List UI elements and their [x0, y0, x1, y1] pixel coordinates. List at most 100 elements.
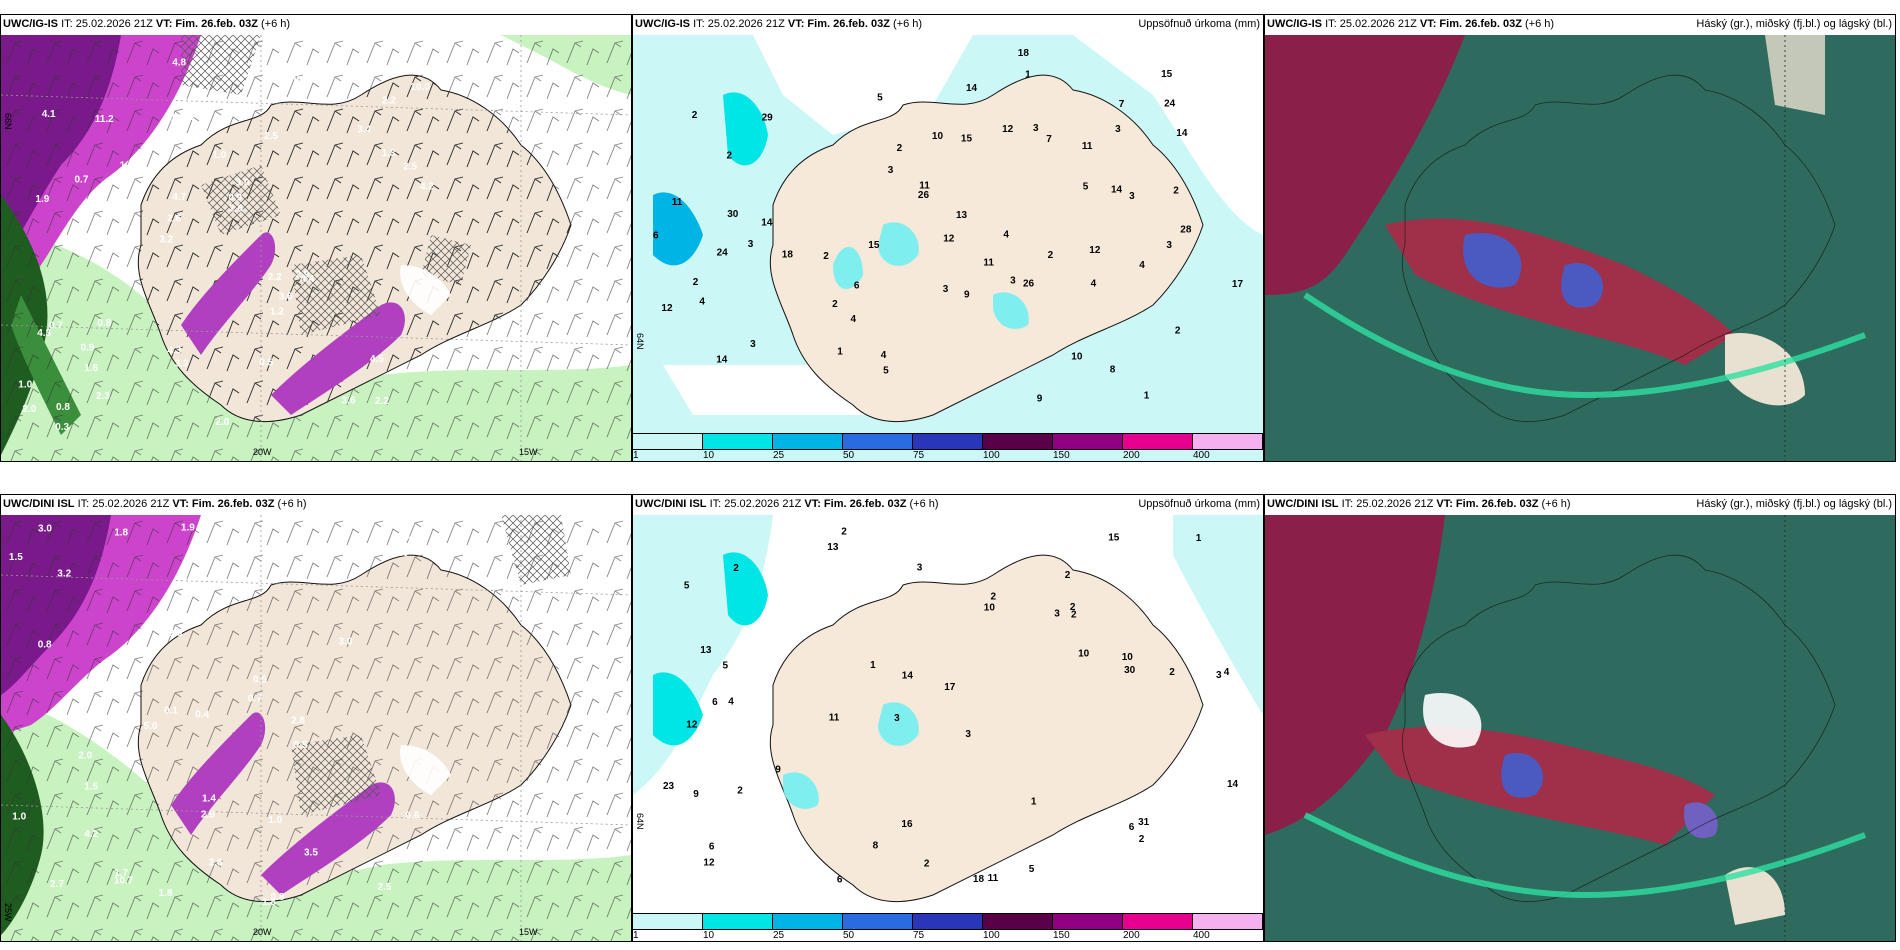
colorbar-cells [633, 913, 1263, 930]
value-label: 2.9 [295, 269, 309, 280]
axis-label-64n: 64N [635, 333, 645, 350]
value-label: 3 [1166, 240, 1172, 251]
value-label: 2 [1139, 834, 1145, 845]
precip-band [181, 232, 276, 355]
init-time: IT: 25.02.2026 21Z [1341, 498, 1434, 510]
hatched-area [291, 255, 381, 335]
value-label: 1.5 [9, 552, 23, 563]
value-label: 2.9 [201, 810, 215, 821]
hatched-area [501, 515, 571, 585]
colorbar-tick-label: 50 [843, 450, 855, 461]
value-label: 9 [964, 290, 970, 301]
low-cloud [1725, 867, 1785, 925]
value-label: 0.7 [49, 320, 63, 331]
value-label: 0.7 [131, 158, 145, 169]
value-label: 2 [692, 110, 698, 121]
low-cloud [1765, 35, 1825, 115]
init-time: IT: 25.02.2026 21Z [61, 18, 153, 30]
colorbar-tick-label: 10 [702, 450, 715, 461]
value-label: 2.6 [167, 214, 181, 225]
panel-igis-wind[interactable]: UWC/IG-IS IT: 25.02.2026 21Z VT: Fim. 26… [0, 14, 632, 462]
colorbar-tick-label: 1 [633, 930, 639, 941]
axis-label-15w: 15W [519, 927, 538, 937]
value-label: 0.4 [195, 709, 209, 720]
value-label: 1 [1144, 391, 1150, 402]
precip-patch [783, 772, 819, 809]
value-label: 9 [775, 764, 781, 775]
init-time: IT: 25.02.2026 21Z [1325, 18, 1417, 30]
value-label: 2 [1071, 610, 1077, 621]
panel-title: UWC/IG-IS IT: 25.02.2026 21Z VT: Fim. 26… [635, 18, 922, 30]
lead-time: (+6 h) [1541, 498, 1571, 510]
value-label: 5 [723, 661, 729, 672]
colorbar-tick-label: 50 [843, 930, 855, 941]
value-label: 0.8 [97, 318, 111, 329]
graticule [1, 574, 631, 826]
value-label: 9 [693, 789, 699, 800]
colorbar-tick-label: 75 [912, 450, 925, 461]
precip-area [1173, 515, 1263, 715]
value-label: 14 [1227, 779, 1239, 790]
value-label: 0.1 [164, 705, 178, 716]
value-label: 13 [700, 645, 712, 656]
value-label: 1.7 [114, 868, 128, 879]
colorbar-cell [913, 914, 983, 929]
colorbar-cell [913, 434, 983, 449]
hatched-area [201, 165, 281, 235]
wind-value-labels: 2.2 1.9 2.2 3.2 2.5 0.8 1.1 1.0 0.7 0.7 1.0 1.6 3.4 3… [18, 58, 434, 434]
value-label: 8 [1110, 364, 1116, 375]
precip-patch [878, 222, 919, 266]
value-label: 5 [684, 580, 690, 591]
valid-time: VT: Fim. 26.feb. 03Z [787, 18, 890, 30]
value-label: 1.0 [18, 379, 32, 390]
panel-dini-precip[interactable]: UWC/DINI ISL IT: 25.02.2026 21Z VT: Fim.… [632, 494, 1264, 942]
value-label: 1.9 [35, 194, 49, 205]
colorbar-tick-label: 100 [983, 450, 1000, 461]
model-name: UWC/IG-IS [3, 18, 58, 30]
white-area [400, 265, 451, 315]
value-label: 3.0 [38, 524, 52, 535]
value-label: 11 [919, 180, 930, 191]
value-label: 0.5 [294, 740, 308, 751]
panel-dini-clouds[interactable]: UWC/DINI ISL IT: 25.02.2026 21Z VT: Fim.… [1264, 494, 1896, 942]
value-label: 0.6 [294, 74, 308, 85]
value-label: 6 [712, 697, 718, 708]
panel-igis-clouds[interactable]: UWC/IG-IS IT: 25.02.2026 21Z VT: Fim. 26… [1264, 14, 1896, 462]
value-label: 11 [829, 713, 840, 724]
colorbar-cell [1193, 434, 1263, 449]
value-label: 3.6 [279, 291, 293, 302]
value-label: 4 [851, 314, 857, 325]
value-label: 3 [748, 239, 754, 250]
panel-dini-wind[interactable]: UWC/DINI ISL IT: 25.02.2026 21Z VT: Fim.… [0, 494, 632, 942]
value-label: 3.5 [304, 848, 318, 859]
value-label: 14 [902, 671, 914, 682]
value-label: 11 [1082, 141, 1093, 152]
value-label: 10.7 [114, 875, 134, 886]
valid-time: VT: Fim. 26.feb. 03Z [1419, 18, 1522, 30]
value-label: 2 [1173, 186, 1179, 197]
value-label: 3 [965, 729, 971, 740]
value-label: 24 [1164, 99, 1176, 110]
value-label: 10.0 [410, 82, 430, 93]
colorbar-cell [1193, 914, 1263, 929]
lead-time: (+6 h) [261, 18, 291, 30]
value-label: 1.1 [170, 112, 184, 123]
panel-igis-precip[interactable]: UWC/IG-IS IT: 25.02.2026 21Z VT: Fim. 26… [632, 14, 1264, 462]
cloud-map [1265, 35, 1895, 461]
value-label: 14 [1176, 128, 1188, 139]
value-label: 2.0 [215, 417, 229, 428]
value-label: 2.0 [78, 750, 92, 761]
colorbar-tick-label: 1 [633, 450, 639, 461]
hatched-area [291, 735, 381, 815]
value-label: 3 [1216, 670, 1222, 681]
value-label: 2 [924, 858, 930, 869]
precip-colorbar: 1 10 25 50 75 100 150 200 400 [633, 433, 1263, 461]
value-label: 0.6 [405, 811, 419, 822]
value-label: 2.6 [209, 857, 223, 868]
axis-label-66n: 66N [3, 113, 13, 130]
value-label: 12 [1002, 124, 1014, 135]
value-label: 10 [1078, 649, 1090, 660]
low-cloud [1423, 693, 1482, 748]
value-label: 3.2 [159, 235, 173, 246]
colorbar-cell [843, 434, 913, 449]
